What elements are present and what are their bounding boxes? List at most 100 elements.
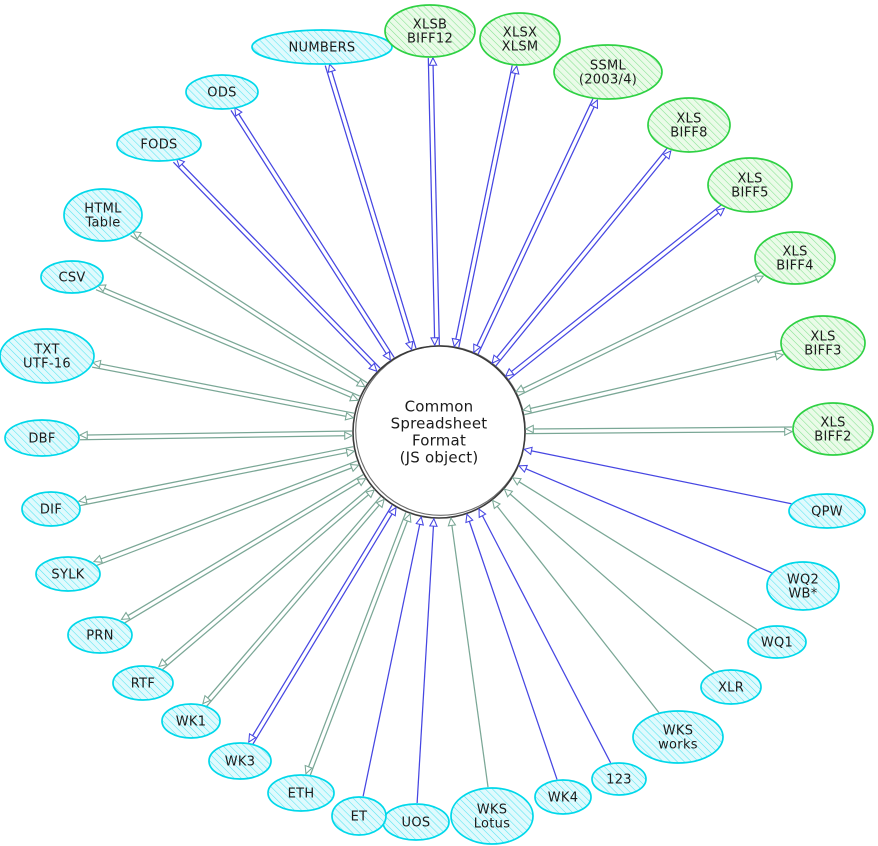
node-label-wq1: WQ1 xyxy=(761,636,793,651)
node-label-ssml: SSML (2003/4) xyxy=(579,59,637,88)
edge-prn xyxy=(120,474,367,624)
node-wks-works: WKS works xyxy=(632,710,724,764)
edge-wk3 xyxy=(248,504,397,745)
node-xlsb: XLSB BIFF12 xyxy=(384,4,476,58)
node-label-xls-biff2: XLS BIFF2 xyxy=(814,416,851,445)
edge-rtf xyxy=(157,486,376,671)
edge-uos xyxy=(416,517,438,804)
edge-ods xyxy=(230,106,395,361)
edge-dif xyxy=(77,446,356,507)
edge-qpw xyxy=(522,446,792,505)
edge-dbf xyxy=(78,430,354,441)
node-fods: FODS xyxy=(116,126,202,162)
node-dif: DIF xyxy=(21,491,81,527)
edge-xlr xyxy=(503,488,715,673)
node-xlsx: XLSX XLSM xyxy=(479,12,561,66)
node-label-uos: UOS xyxy=(402,816,431,831)
edge-xls-biff4 xyxy=(514,271,765,397)
edge-lotus-123 xyxy=(478,508,612,764)
edge-numbers xyxy=(324,63,417,351)
node-wks-lotus: WKS Lotus xyxy=(450,787,534,845)
node-label-xlsb: XLSB BIFF12 xyxy=(407,18,453,47)
node-label-ods: ODS xyxy=(207,86,236,101)
center-node: Common Spreadsheet Format (JS object) xyxy=(352,345,526,519)
node-rtf: RTF xyxy=(112,665,174,701)
node-uos: UOS xyxy=(382,803,450,841)
node-wk4: WK4 xyxy=(534,779,592,815)
edge-wk1 xyxy=(202,496,385,707)
edge-wq2 xyxy=(517,464,772,574)
node-html: HTML Table xyxy=(63,188,143,242)
node-wk1: WK1 xyxy=(161,703,221,739)
edge-wk4 xyxy=(465,513,558,780)
node-wk3: WK3 xyxy=(208,742,272,780)
node-label-txt: TXT UTF-16 xyxy=(23,343,71,372)
edge-et xyxy=(362,515,425,797)
edge-eth xyxy=(304,512,412,776)
node-label-xlsx: XLSX XLSM xyxy=(502,26,539,55)
edge-wks-lotus xyxy=(447,516,489,788)
edge-txt xyxy=(91,359,355,421)
edge-fods xyxy=(172,158,381,373)
node-label-wk3: WK3 xyxy=(225,755,256,770)
node-prn: PRN xyxy=(67,616,133,654)
nodes-layer: NUMBERS XLSB BIFF12 XLSX XLSM SSML (2003/4) XLS… xyxy=(0,4,874,845)
node-label-xls-biff8: XLS BIFF8 xyxy=(670,112,707,141)
edge-xls-biff5 xyxy=(504,204,726,381)
node-label-xlr: XLR xyxy=(718,681,744,696)
center-node-label: Common Spreadsheet Format (JS object) xyxy=(391,398,488,467)
node-label-xls-biff4: XLS BIFF4 xyxy=(776,245,813,274)
edge-xls-biff3 xyxy=(521,349,785,416)
edge-sylk xyxy=(92,460,360,567)
node-wq2: WQ2 WB* xyxy=(766,561,840,611)
node-label-wks-works: WKS works xyxy=(658,724,698,753)
edge-xls-biff2 xyxy=(524,424,794,437)
node-label-wk1: WK1 xyxy=(176,715,207,730)
node-label-lotus-123: 123 xyxy=(606,773,632,788)
node-et: ET xyxy=(331,796,387,836)
node-qpw: QPW xyxy=(788,493,866,529)
node-label-et: ET xyxy=(351,810,368,825)
edges-layer xyxy=(77,56,794,804)
edge-ssml xyxy=(473,97,599,355)
node-label-sylk: SYLK xyxy=(51,568,84,583)
node-label-dbf: DBF xyxy=(28,432,55,447)
node-label-html: HTML Table xyxy=(84,202,122,231)
node-label-qpw: QPW xyxy=(811,505,843,520)
node-label-fods: FODS xyxy=(140,138,177,153)
edge-xlsx xyxy=(451,64,520,348)
node-dbf: DBF xyxy=(4,419,80,457)
node-label-numbers: NUMBERS xyxy=(289,41,356,56)
node-xls-biff4: XLS BIFF4 xyxy=(754,231,836,285)
node-xls-biff3: XLS BIFF3 xyxy=(780,315,866,371)
node-xls-biff8: XLS BIFF8 xyxy=(647,97,731,153)
node-label-dif: DIF xyxy=(40,503,62,518)
node-eth: ETH xyxy=(267,774,335,812)
node-ods: ODS xyxy=(185,74,259,110)
node-numbers: NUMBERS xyxy=(251,29,393,65)
node-wq1: WQ1 xyxy=(747,625,807,659)
node-txt: TXT UTF-16 xyxy=(0,328,95,384)
node-ssml: SSML (2003/4) xyxy=(553,44,663,100)
node-label-eth: ETH xyxy=(288,787,315,802)
node-xls-biff5: XLS BIFF5 xyxy=(707,157,793,213)
node-csv: CSV xyxy=(40,260,104,294)
node-sylk: SYLK xyxy=(35,556,101,592)
edge-csv xyxy=(95,284,360,402)
edge-xls-biff8 xyxy=(491,147,672,367)
edge-html xyxy=(130,231,368,388)
node-label-wq2: WQ2 WB* xyxy=(787,573,819,602)
node-label-xls-biff5: XLS BIFF5 xyxy=(731,172,768,201)
node-xlr: XLR xyxy=(700,669,762,705)
node-label-csv: CSV xyxy=(58,271,85,286)
node-label-prn: PRN xyxy=(86,629,114,644)
node-xls-biff2: XLS BIFF2 xyxy=(792,402,874,456)
node-label-wks-lotus: WKS Lotus xyxy=(474,803,511,832)
edge-wq1 xyxy=(511,477,758,631)
node-label-rtf: RTF xyxy=(131,677,155,692)
node-lotus-123: 123 xyxy=(591,762,647,796)
node-label-xls-biff3: XLS BIFF3 xyxy=(804,330,841,359)
node-label-wk4: WK4 xyxy=(548,791,579,806)
